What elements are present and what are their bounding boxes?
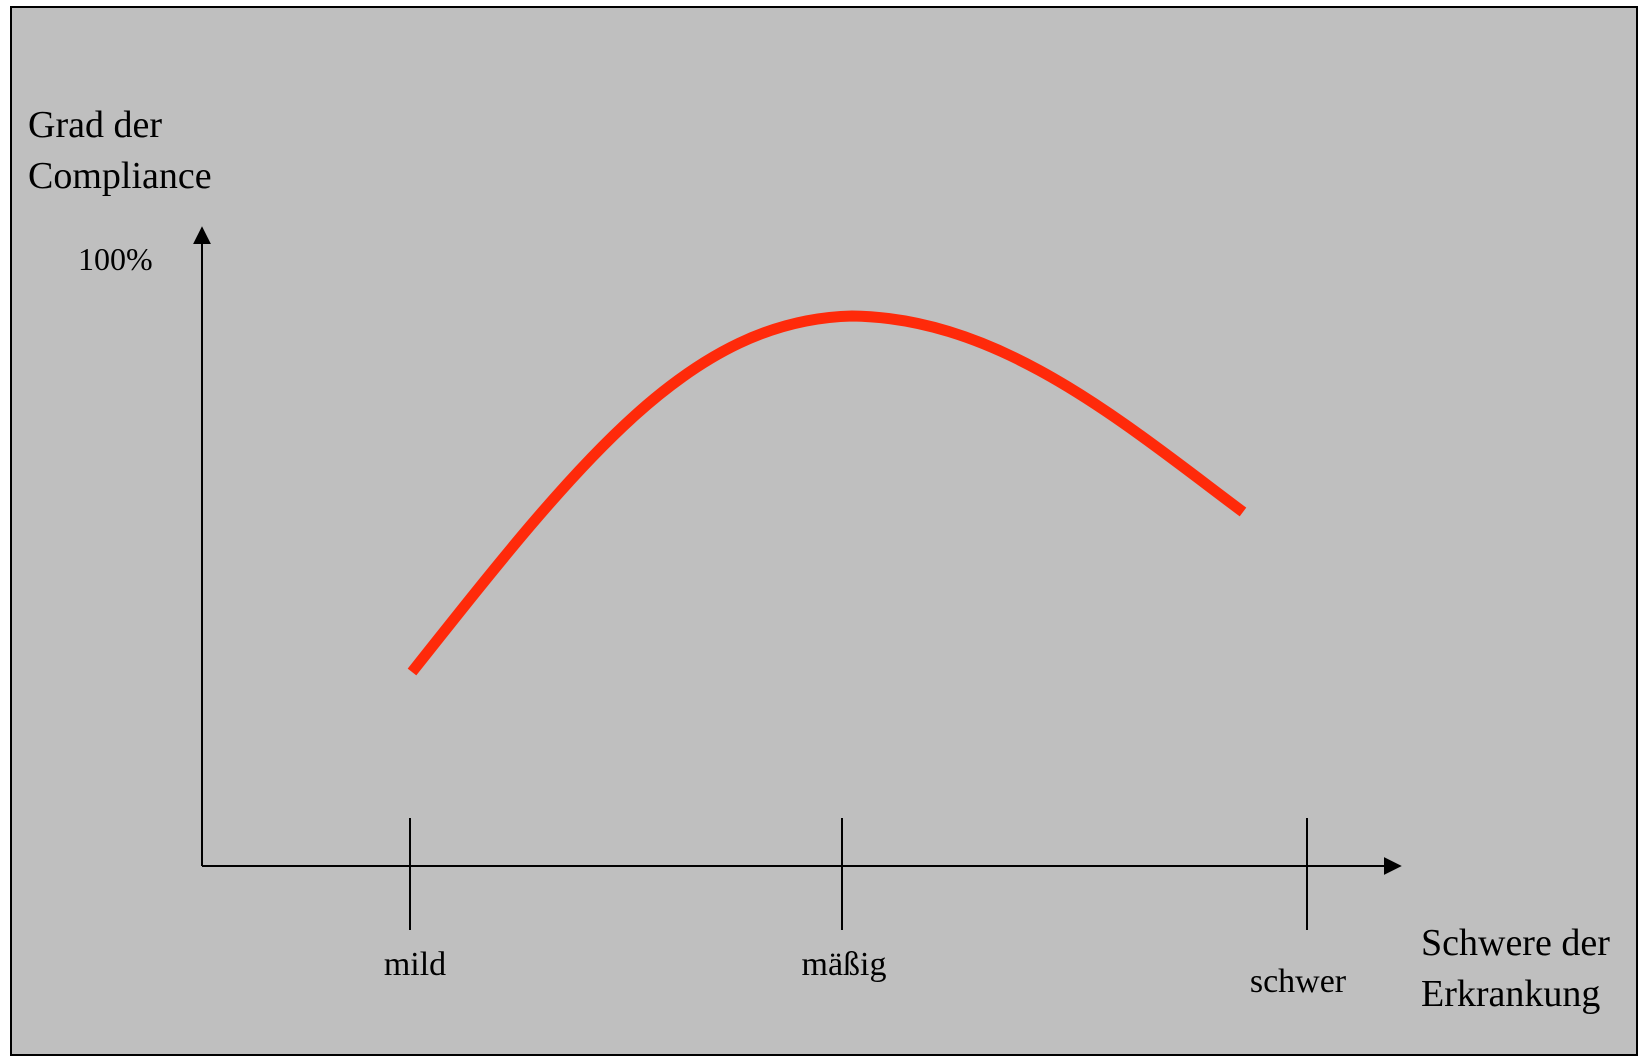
x-axis-title-line1: Schwere der <box>1421 922 1610 964</box>
y-axis-title-line1: Grad der <box>28 104 162 146</box>
y-axis-title-line2: Compliance <box>28 155 212 197</box>
x-axis-title-line2: Erkrankung <box>1421 973 1600 1015</box>
slide-background <box>10 6 1638 1056</box>
y-axis-max-label: 100% <box>78 241 153 277</box>
x-tick-label-maessig: mäßig <box>802 946 887 983</box>
x-tick-label-mild: mild <box>384 946 446 983</box>
compliance-curve <box>407 310 1247 676</box>
x-tick-label-schwer: schwer <box>1250 963 1347 1000</box>
